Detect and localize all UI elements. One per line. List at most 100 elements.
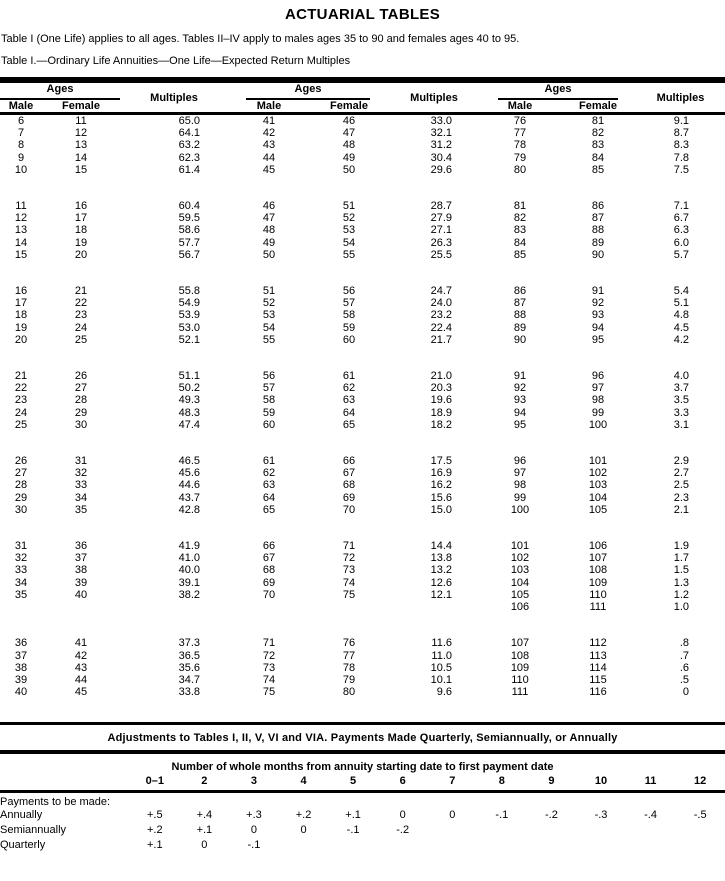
ages-group-header: Ages bbox=[0, 83, 120, 100]
male-age-cell: 83 bbox=[513, 224, 527, 237]
multiple-cell: 2.7 bbox=[673, 467, 689, 480]
multiple-cell: 26.3 bbox=[430, 236, 452, 249]
male-age-cell: 48 bbox=[262, 224, 276, 237]
female-age-cell: 46 bbox=[342, 115, 356, 127]
multiple-cell: 29.6 bbox=[430, 163, 452, 176]
intro-line-1: Table I (One Life) applies to all ages. … bbox=[1, 33, 520, 45]
ages-label: Ages bbox=[0, 83, 120, 100]
month-col-header: 0–1 bbox=[145, 775, 164, 788]
adjustment-value-cell: +.4 bbox=[196, 809, 213, 822]
male-age-cell: 6 bbox=[17, 115, 25, 127]
sex-header-row: Male Female Male Female Male Female bbox=[0, 100, 725, 114]
male-age-cell: 50 bbox=[262, 248, 276, 261]
multiple-cell: 10.5 bbox=[430, 661, 452, 674]
female-age-cell: 104 bbox=[588, 491, 608, 504]
male-age-cell: 87 bbox=[513, 297, 527, 310]
female-age-cell: 91 bbox=[591, 285, 605, 298]
male-age-cell: 8 bbox=[17, 139, 25, 152]
male-col-header: Male bbox=[507, 100, 533, 112]
table-row: 106 111 1.0 bbox=[0, 601, 725, 613]
female-age-cell: 64 bbox=[342, 406, 356, 419]
adjustments-double-rule bbox=[0, 750, 725, 755]
month-col-header: 7 bbox=[449, 775, 456, 788]
table-row: 35 40 38.2 70 75 12.1 105 110 1.2 bbox=[0, 589, 725, 601]
month-col-header: 5 bbox=[350, 775, 357, 788]
table-row: 31 36 41.9 66 71 14.4 101 106 1.9 bbox=[0, 540, 725, 552]
female-age-cell: 20 bbox=[74, 248, 88, 261]
adjustment-value-cell: +.5 bbox=[146, 809, 163, 822]
male-age-cell: 106 bbox=[510, 601, 530, 614]
female-age-cell: 84 bbox=[591, 151, 605, 164]
payments-group-label: Payments to be made: bbox=[0, 796, 111, 809]
male-age-cell: 17 bbox=[14, 297, 28, 310]
adjustment-value-cell: +.2 bbox=[146, 824, 163, 837]
top-double-rule bbox=[0, 77, 725, 83]
multiple-cell: 7.1 bbox=[673, 200, 689, 213]
adjustment-value-cell: +.1 bbox=[196, 824, 213, 837]
multiple-cell: 53.9 bbox=[178, 309, 200, 322]
female-age-cell: 86 bbox=[591, 200, 605, 213]
female-age-cell: 108 bbox=[588, 564, 608, 577]
male-age-cell: 78 bbox=[513, 139, 527, 152]
male-age-cell: 39 bbox=[14, 673, 28, 686]
multiple-cell: 53.0 bbox=[178, 321, 200, 334]
table-row: 17 22 54.9 52 57 24.0 87 92 5.1 bbox=[0, 297, 725, 309]
adjustment-value-cell: 0 bbox=[449, 809, 456, 822]
multiple-cell: 8.7 bbox=[673, 127, 689, 140]
table-header: Ages Multiples Ages Multiples Ages Multi… bbox=[0, 83, 725, 114]
female-age-cell: 40 bbox=[74, 588, 88, 601]
adjustment-value-cell: +.2 bbox=[295, 809, 312, 822]
female-age-cell: 53 bbox=[342, 224, 356, 237]
female-age-cell: 90 bbox=[591, 248, 605, 261]
block-spacer bbox=[0, 261, 725, 285]
female-age-cell: 24 bbox=[74, 321, 88, 334]
multiple-cell: 3.5 bbox=[673, 394, 689, 407]
multiple-cell: 7.5 bbox=[673, 163, 689, 176]
female-age-cell: 111 bbox=[589, 601, 607, 614]
female-age-cell: 51 bbox=[342, 200, 356, 213]
adjustment-value-cell: +.1 bbox=[345, 809, 361, 822]
female-age-cell: 14 bbox=[74, 151, 88, 164]
female-age-cell: 41 bbox=[74, 637, 88, 650]
male-age-cell: 70 bbox=[262, 588, 276, 601]
multiple-cell: 36.5 bbox=[178, 649, 200, 662]
table-row: 38 43 35.6 73 78 10.5 109 114 .6 bbox=[0, 662, 725, 674]
female-age-cell: 106 bbox=[588, 540, 608, 553]
block-spacer bbox=[0, 431, 725, 455]
female-age-cell: 62 bbox=[342, 382, 356, 395]
multiple-cell: 1.3 bbox=[673, 576, 689, 589]
male-age-cell: 62 bbox=[262, 467, 276, 480]
empty-header-cell bbox=[0, 775, 130, 791]
adjustment-value-cell: -.4 bbox=[644, 809, 657, 822]
female-age-cell: 100 bbox=[588, 418, 608, 431]
table-row: 8 13 63.2 43 48 31.2 78 83 8.3 bbox=[0, 139, 725, 151]
table-bottom-rule bbox=[0, 722, 725, 726]
male-age-cell: 109 bbox=[510, 661, 530, 674]
male-age-cell: 86 bbox=[513, 285, 527, 298]
multiple-cell: 18.9 bbox=[430, 406, 452, 419]
multiple-cell: 2.1 bbox=[673, 503, 689, 516]
month-col-header: 11 bbox=[644, 775, 657, 788]
multiple-cell: 60.4 bbox=[178, 200, 200, 213]
male-age-cell: 110 bbox=[511, 673, 529, 686]
adjustment-value-cell: -.1 bbox=[346, 824, 360, 837]
female-age-cell: 102 bbox=[588, 467, 608, 480]
multiple-cell: 4.2 bbox=[673, 333, 689, 346]
male-age-cell: 22 bbox=[14, 382, 28, 395]
male-age-cell: 15 bbox=[14, 248, 28, 261]
adjustment-value-cell bbox=[626, 838, 676, 853]
female-age-cell: 54 bbox=[342, 236, 356, 249]
female-age-cell: 68 bbox=[342, 479, 356, 492]
multiple-cell: 52.1 bbox=[178, 333, 200, 346]
multiple-cell: 15.6 bbox=[430, 491, 452, 504]
female-age-cell: 95 bbox=[591, 333, 605, 346]
female-age-cell: 11 bbox=[75, 115, 87, 127]
multiple-cell: 6.0 bbox=[673, 236, 689, 249]
table-row: 11 16 60.4 46 51 28.7 81 86 7.1 bbox=[0, 200, 725, 212]
female-age-cell: 29 bbox=[74, 406, 88, 419]
ages-label: Ages bbox=[498, 83, 618, 100]
multiple-cell: 11.6 bbox=[431, 637, 452, 650]
male-age-cell: 97 bbox=[513, 467, 527, 480]
multiple-cell: 27.1 bbox=[430, 224, 452, 237]
table-row: 34 39 39.1 69 74 12.6 104 109 1.3 bbox=[0, 577, 725, 589]
